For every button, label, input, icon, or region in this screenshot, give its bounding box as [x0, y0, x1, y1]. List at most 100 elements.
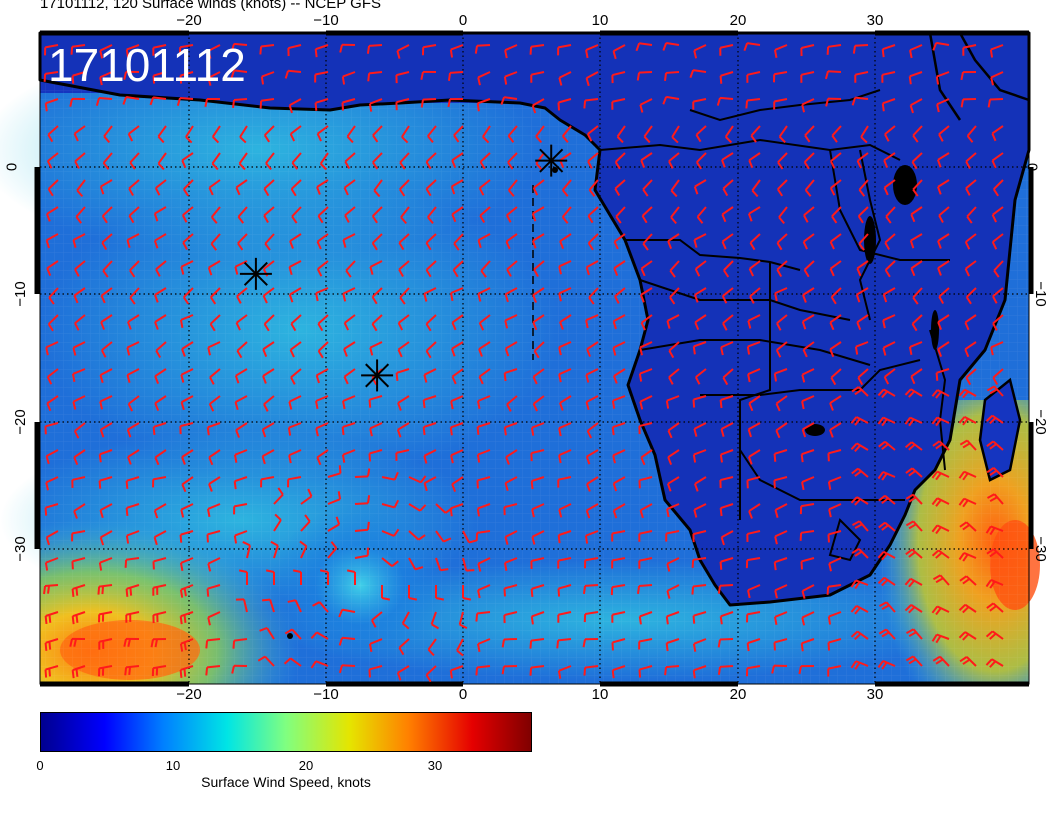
wind-barb — [129, 152, 140, 170]
wind-barb — [206, 530, 221, 543]
wind-barb — [937, 314, 950, 330]
wind-barb — [371, 611, 383, 628]
wind-barb — [692, 530, 707, 543]
wind-barb — [315, 422, 329, 437]
wind-barb — [262, 260, 275, 277]
wind-barb — [990, 341, 1004, 356]
wind-barb — [583, 98, 599, 109]
wind-barb — [263, 395, 275, 412]
wind-barb — [535, 152, 545, 171]
wind-barb — [638, 368, 653, 382]
wind-barb — [273, 487, 284, 505]
wind-barb — [850, 416, 869, 426]
wind-barb — [259, 98, 275, 109]
lat-tick-right: 0 — [1023, 162, 1041, 172]
wind-barb — [287, 599, 302, 613]
wind-barb — [826, 584, 842, 595]
wind-barb — [149, 96, 167, 106]
wind-barb — [639, 503, 653, 519]
wind-barb — [693, 422, 707, 437]
wind-barb — [931, 524, 950, 535]
graticule — [40, 33, 1029, 684]
wind-barb — [425, 179, 437, 197]
wind-barb — [129, 260, 140, 278]
wind-barb — [856, 314, 869, 331]
wind-barb — [585, 260, 599, 276]
wind-barb — [234, 260, 248, 275]
wind-barb — [235, 422, 248, 438]
wind-barb — [904, 388, 923, 398]
wind-barb — [449, 422, 464, 436]
wind-barb — [801, 422, 815, 438]
wind-barb — [287, 422, 302, 436]
wind-barb — [694, 314, 707, 331]
wind-barb — [262, 287, 275, 304]
wind-barb — [774, 530, 788, 545]
wind-barb — [533, 260, 545, 277]
wind-barb — [611, 71, 626, 84]
wind-barb — [449, 503, 464, 517]
wind-barb — [586, 422, 599, 439]
wind-barb — [346, 569, 356, 585]
wind-barb — [937, 260, 950, 276]
wind-barb — [663, 71, 680, 81]
wind-barb — [453, 125, 464, 143]
wind-barb — [776, 233, 788, 251]
wind-barb — [530, 476, 545, 490]
wind-barb — [614, 179, 626, 197]
wind-barb — [850, 579, 869, 590]
wind-barb — [314, 44, 329, 58]
wind-barb — [500, 96, 518, 105]
storm-marker-asterisk — [535, 144, 568, 177]
wind-barb — [72, 341, 86, 356]
wind-barb — [477, 638, 491, 653]
wind-barb — [719, 395, 734, 409]
wind-barb — [774, 287, 788, 302]
wind-barb — [801, 611, 815, 626]
wind-barb — [181, 152, 194, 169]
wind-barb — [556, 638, 572, 649]
wind-barb — [369, 341, 383, 356]
wind-barb — [381, 471, 399, 481]
wind-barb — [643, 125, 653, 144]
wind-barb — [935, 71, 950, 85]
wind-barb — [102, 152, 113, 170]
wind-barb — [691, 557, 707, 568]
wind-barb — [558, 422, 572, 437]
wind-barb — [373, 179, 383, 198]
wind-barb — [125, 584, 140, 597]
wind-barb — [462, 585, 472, 601]
wind-barb — [423, 287, 437, 302]
wind-barb — [666, 314, 680, 329]
wind-barb — [665, 395, 680, 409]
wind-barb — [746, 611, 761, 623]
wind-barb — [826, 44, 842, 55]
wind-barb — [205, 638, 221, 649]
wind-barb — [371, 206, 383, 224]
wind-barb — [802, 341, 815, 358]
wind-barb — [310, 660, 329, 669]
lat-tick-right: −30 — [1032, 536, 1050, 562]
wind-barb — [43, 71, 59, 82]
wind-barb — [904, 441, 923, 451]
wind-barb — [720, 530, 734, 546]
wind-barb — [123, 70, 140, 80]
wind-barb — [959, 656, 977, 667]
wind-barb — [557, 476, 572, 488]
colorbar-tick: 20 — [298, 758, 314, 773]
wind-barb — [852, 44, 869, 54]
storm-marker-asterisk — [361, 359, 394, 392]
wind-barb — [341, 449, 356, 463]
wind-barb — [47, 314, 59, 332]
wind-barb — [774, 584, 788, 599]
wind-barb — [801, 314, 815, 330]
wind-barb — [99, 368, 113, 384]
wind-barb — [312, 601, 329, 613]
wind-barb — [878, 521, 896, 532]
wind-barb — [315, 395, 329, 410]
wind-barb — [430, 611, 440, 630]
wind-barb — [746, 476, 761, 489]
wind-barb — [692, 638, 707, 652]
wind-barb — [344, 152, 356, 170]
wind-barb — [640, 449, 653, 466]
